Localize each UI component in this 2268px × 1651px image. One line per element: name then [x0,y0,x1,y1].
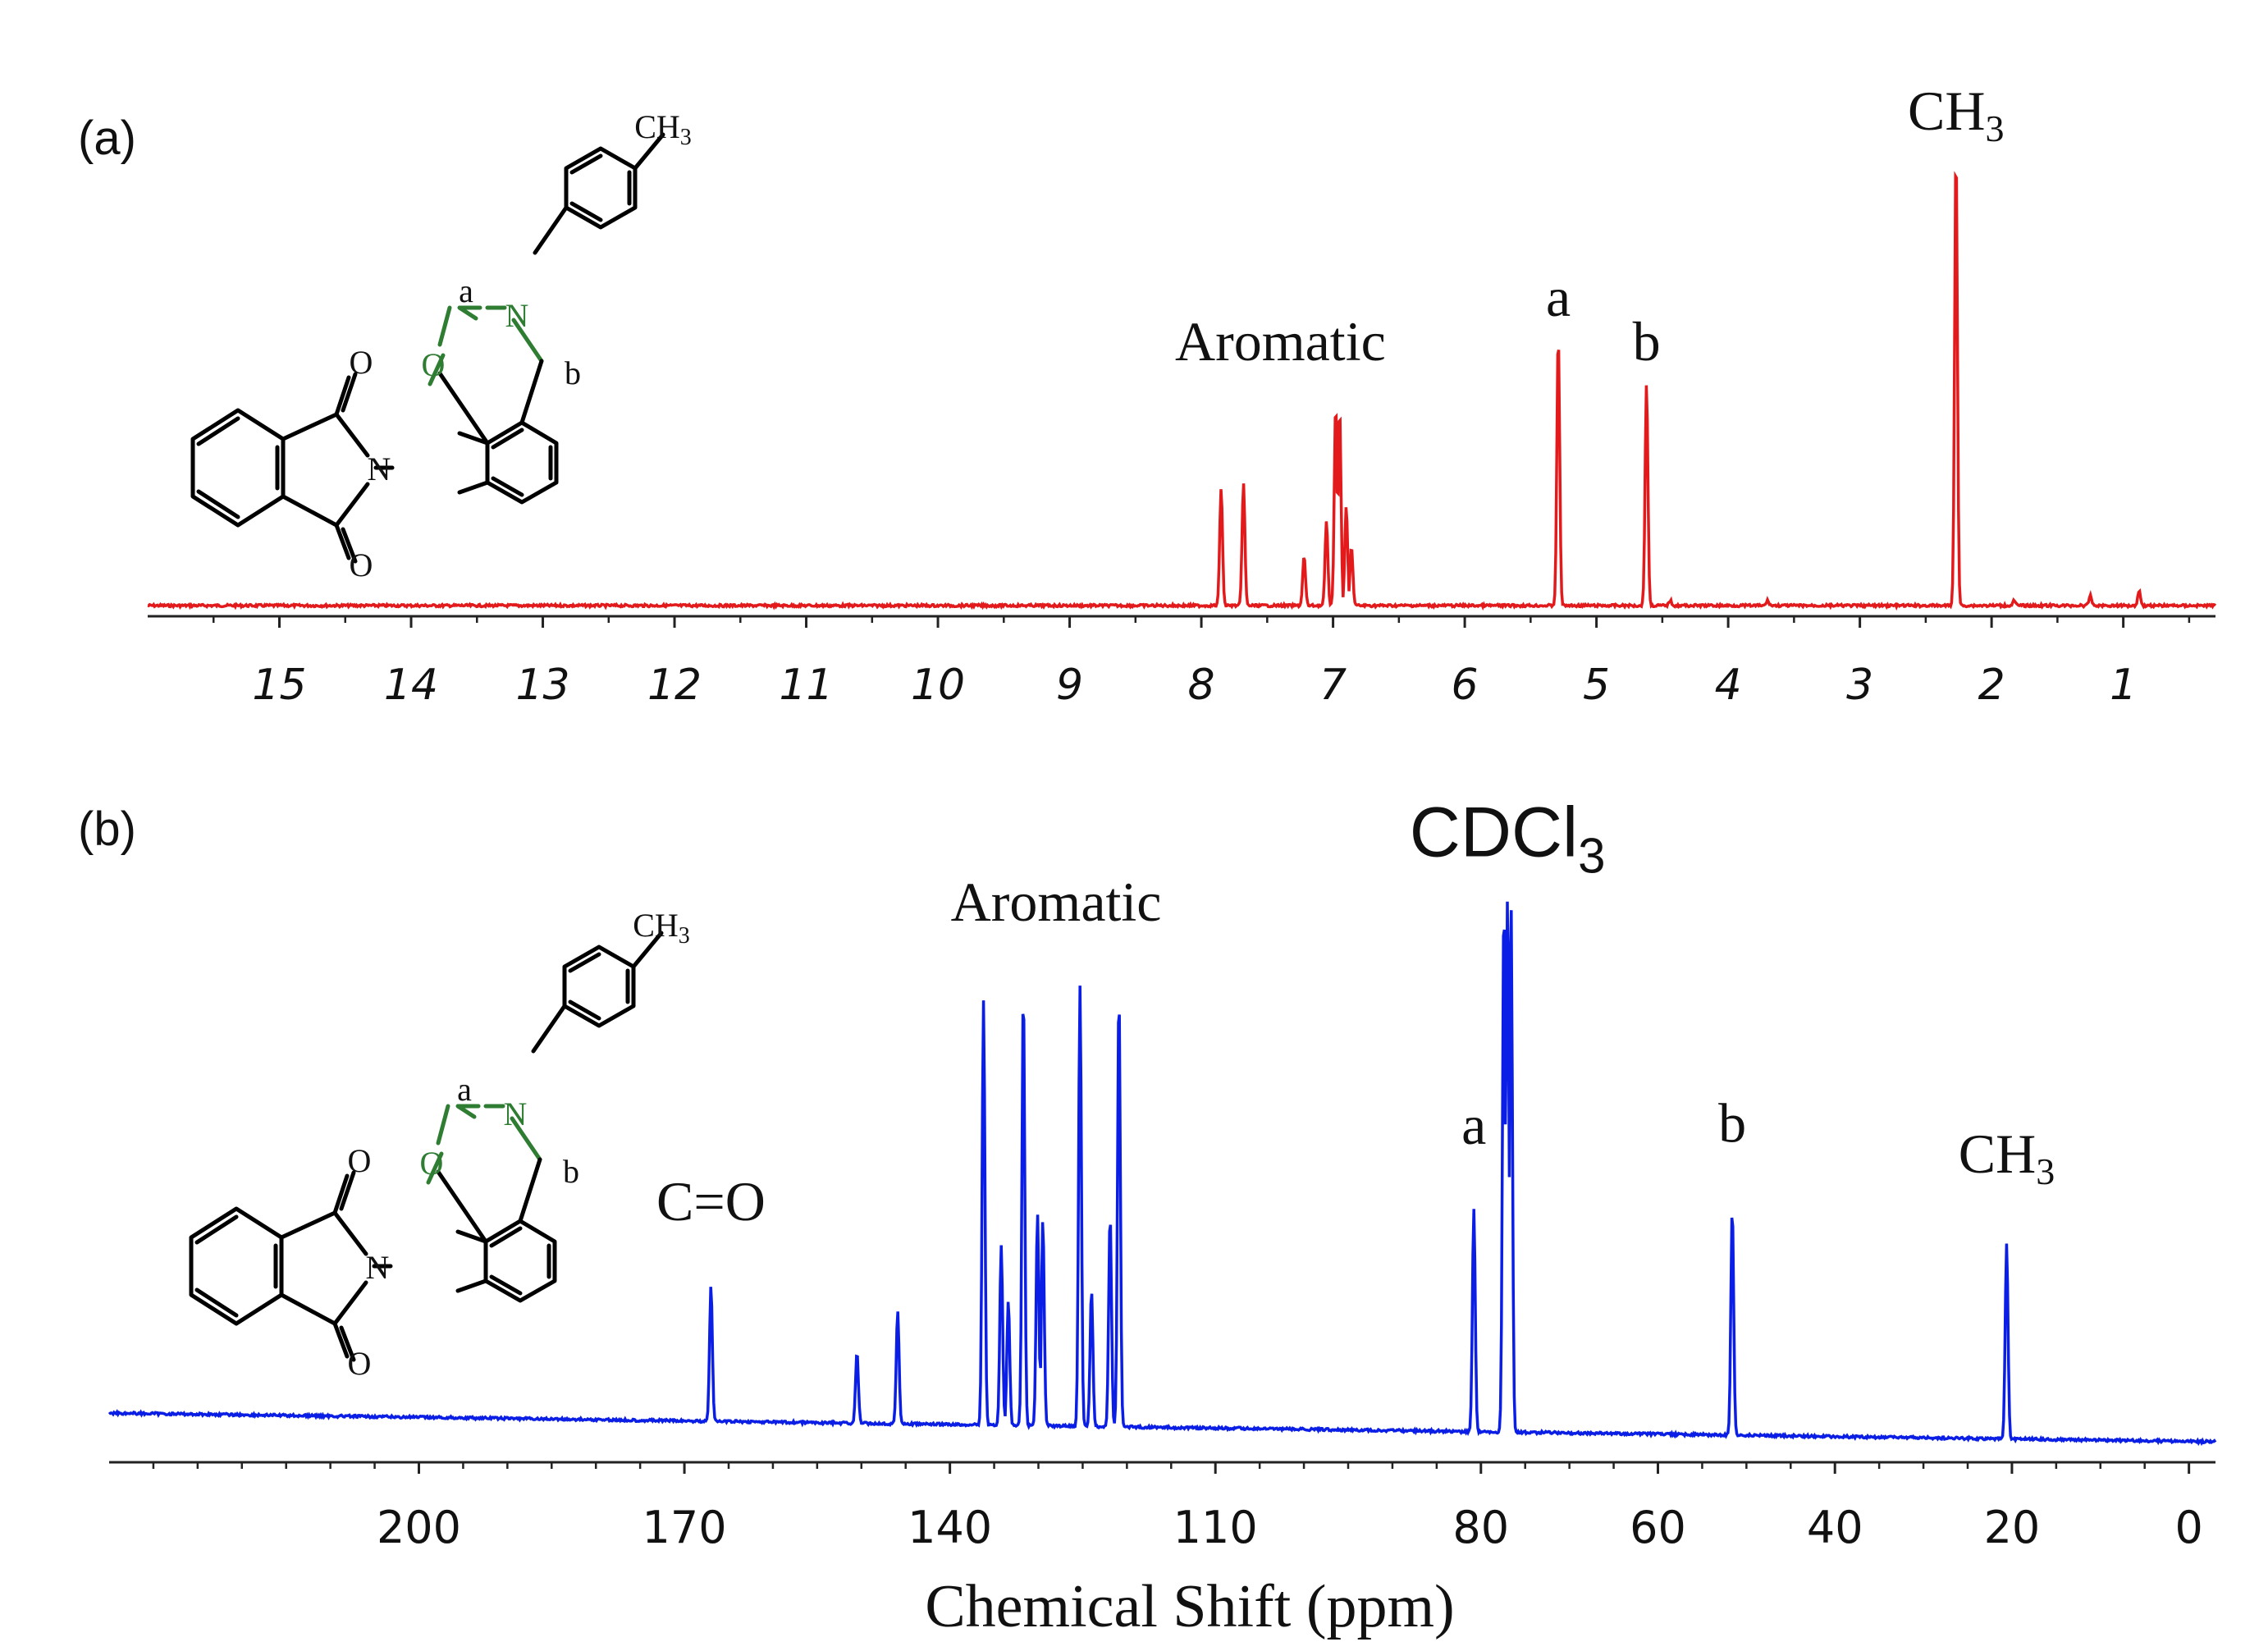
peak-annotation: b [1633,310,1661,373]
x-tick-label: 80 [1452,1502,1509,1553]
imide-nitrogen: N [366,1249,390,1286]
peak-annotation: CH3 [1908,80,2004,149]
peak-annotation: C=O [656,1170,766,1233]
x-tick-label: 10 [911,661,965,710]
panel-a-x-axis: 15 14 13 12 11 10 9 8 7 6 5 4 3 2 1 [148,615,2215,710]
molecule-bonds [190,132,665,564]
peak-annotation: CDCl3 [1410,793,1606,884]
peak-annotation: Aromatic [1175,310,1386,373]
panel-b-spectrum-line [107,901,2217,1447]
x-axis-title: Chemical Shift (ppm) [925,1573,1454,1640]
peak-annotation: Aromatic [951,871,1162,933]
panel-b-molecule-structure: CH3 a b N O N O O [189,907,690,1382]
x-tick-label: 4 [1715,661,1742,710]
x-tick-label: 5 [1583,661,1610,710]
proton-a-label: a [457,1071,472,1108]
x-tick-label: 3 [1846,661,1873,710]
x-tick-label: 20 [1984,1502,2041,1553]
carbonyl-oxygen-top: O [350,344,373,381]
x-tick-label: 1 [2110,661,2137,710]
oxazine-oxygen: O [422,346,446,383]
ch3-label: CH3 [633,907,690,949]
ch3-label: CH3 [634,108,692,150]
x-tick-label: 7 [1319,661,1347,710]
peak-annotation: b [1718,1091,1746,1154]
panel-b-x-axis: 200 170 140 110 80 60 40 20 0 [109,1461,2215,1553]
panel-a-spectrum-line [147,171,2217,611]
panel-a-molecule-structure: CH3 a b N O N O O [190,108,692,583]
panel-a-label: (a) [78,112,136,165]
x-tick-label: 13 [515,661,569,710]
x-tick-label: 60 [1630,1502,1686,1553]
panel-a-annotations: Aromatic ab CH3 [1175,80,2005,373]
peak-annotation: CH3 [1959,1123,2055,1192]
carbonyl-oxygen-top: O [348,1142,372,1179]
x-tick-label: 12 [647,661,702,710]
peak-annotation: a [1461,1094,1486,1156]
x-tick-label: 110 [1173,1502,1258,1553]
carbonyl-oxygen-bottom: O [348,1345,372,1382]
x-tick-label: 14 [384,661,438,710]
x-tick-label: 40 [1807,1502,1863,1553]
oxazine-oxygen: O [420,1145,444,1182]
x-tick-label: 2 [1978,661,2005,710]
x-tick-label: 9 [1056,661,1083,710]
carbonyl-oxygen-bottom: O [350,547,373,583]
x-tick-label: 15 [252,661,306,710]
x-tick-label: 140 [908,1502,992,1553]
peak-annotation: a [1546,266,1571,328]
x-tick-label: 200 [377,1502,461,1553]
panel-a-1h-nmr: (a) [78,80,2217,710]
x-tick-label: 11 [779,661,833,710]
oxazine-nitrogen: N [505,297,529,334]
molecule-bonds [189,931,664,1362]
panel-b-annotations: Aromatic C=O CDCl3 a b CH3 [656,793,2055,1233]
panel-b-13c-nmr: (b) [78,793,2217,1640]
proton-b-label: b [565,354,581,391]
x-tick-label: 0 [2174,1502,2202,1553]
imide-nitrogen: N [368,450,391,487]
x-tick-label: 170 [642,1502,727,1553]
oxazine-nitrogen: N [504,1095,528,1132]
proton-a-label: a [459,272,473,309]
panel-b-label: (b) [78,803,136,856]
x-tick-label: 6 [1452,661,1479,710]
proton-b-label: b [563,1153,579,1190]
x-tick-label: 8 [1188,661,1215,710]
